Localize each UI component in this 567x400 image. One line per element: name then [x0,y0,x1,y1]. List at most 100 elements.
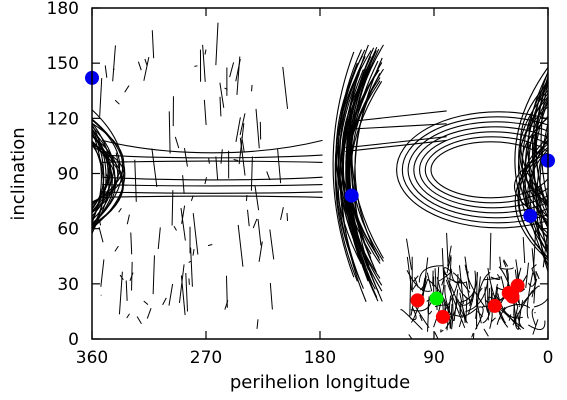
orbit-track [449,256,452,283]
orbit-track [185,272,189,312]
orbit-track [102,176,323,181]
orbit-track [447,245,452,267]
orbit-track [146,307,152,319]
orbit-track [448,281,468,324]
orbit-track [162,297,167,306]
orbit-track [183,148,188,167]
orbit-track [124,85,130,93]
orbit-track [235,117,241,142]
orbit-track [102,160,323,164]
orbit-track [168,283,174,306]
orbit-track [499,256,502,268]
orbit-track [99,78,103,117]
orbit-track [118,271,123,315]
orbit-track [434,331,439,339]
orbit-track [459,292,466,323]
orbit-tracks [92,22,548,339]
orbit-track [450,268,463,284]
orbit-track [207,244,213,247]
orbit-track [409,276,412,318]
orbit-track [533,273,537,304]
orbit-track [427,279,451,329]
orbit-track [118,207,122,213]
orbit-track [202,44,206,82]
orbit-track [522,237,526,264]
orbit-track [224,300,229,310]
orbit-track [535,272,540,280]
orbit-track [137,61,142,71]
blue-point [523,208,538,223]
orbit-track [100,259,105,287]
x-axis-label: perihelion longitude [230,372,410,393]
orbit-track [130,232,133,255]
orbit-track [526,272,534,319]
orbit-track [427,300,433,315]
orbit-track [257,218,262,246]
y-tick-label: 120 [47,109,79,129]
orbit-track [338,56,366,267]
orbit-track [496,306,506,325]
orbit-loop [401,116,548,224]
orbit-track [219,82,225,108]
orbit-track [532,319,539,335]
orbit-track [152,255,155,295]
orbit-track [220,149,223,164]
orbit-track [236,56,241,95]
orbit-loop [413,126,548,214]
orbit-track [442,268,454,330]
orbit-track [484,286,489,313]
orbit-loop [419,131,548,209]
orbit-track [471,332,474,338]
orbit-track [266,171,271,181]
orbit-track [224,87,228,90]
orbit-track [406,270,431,292]
y-tick-label: 30 [57,275,79,295]
orbit-track [181,205,186,224]
data-points [85,70,555,324]
orbit-track [157,227,161,250]
orbit-track [419,314,423,322]
orbit-track [92,144,125,203]
orbit-track [102,191,323,194]
y-tick-label: 90 [57,165,79,185]
orbit-track [134,159,137,202]
orbit-track [531,267,536,279]
orbit-track [112,45,116,82]
orbit-track [203,99,207,125]
orbit-track [208,157,210,164]
orbit-track [490,273,501,281]
orbit-track [255,108,260,149]
orbit-track [531,278,538,298]
orbit-track [219,96,222,117]
orbit-track [269,283,273,310]
orbit-track [215,156,219,180]
orbit-track [498,307,525,330]
orbit-track [192,213,199,255]
orbit-track [412,284,417,290]
orbit-track [102,195,323,198]
orbit-track [351,44,384,259]
y-tick-label: 60 [57,220,79,240]
orbit-track [151,148,158,188]
orbit-track [345,110,447,123]
orbit-track [190,247,193,287]
orbit-track [444,284,455,322]
orbit-track [483,328,489,337]
orbit-track [143,56,150,81]
orbit-track [354,57,383,302]
red-point [510,278,525,293]
orbit-track [239,137,246,176]
orbit-track [503,259,509,267]
orbit-track [112,68,115,70]
orbit-track [460,272,478,303]
orbit-track [92,131,102,224]
orbit-track [502,260,507,268]
orbit-track [334,62,358,282]
orbit-track [182,175,185,194]
orbit-track [229,62,235,78]
orbit-track [534,311,536,314]
orbit-track [151,30,155,59]
orbit-track [335,55,363,249]
orbit-track [506,304,531,309]
